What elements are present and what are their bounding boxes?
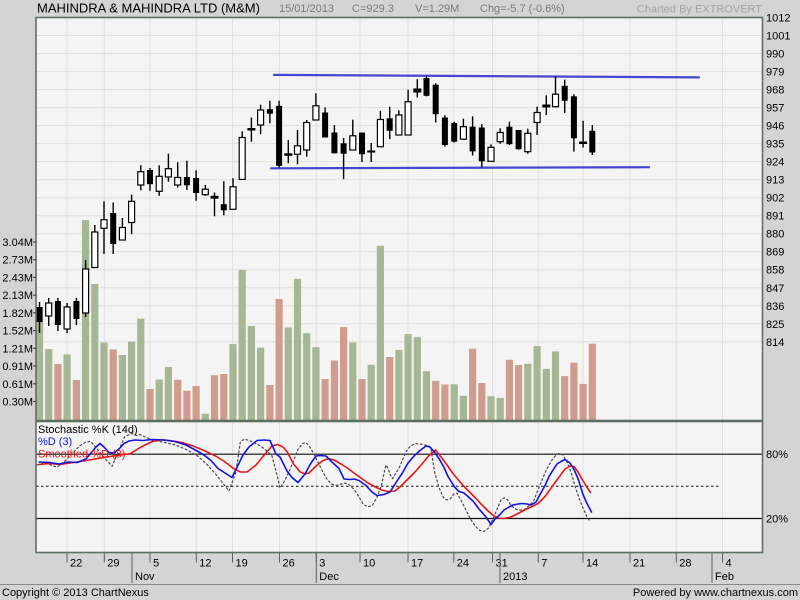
- svg-text:946: 946: [766, 121, 784, 133]
- svg-text:C=929.3: C=929.3: [352, 3, 394, 15]
- svg-text:17: 17: [411, 558, 423, 570]
- svg-text:26: 26: [283, 558, 295, 570]
- svg-text:0.91M: 0.91M: [2, 361, 33, 373]
- svg-text:31: 31: [496, 558, 508, 570]
- svg-text:0.61M: 0.61M: [2, 379, 33, 391]
- svg-text:3: 3: [319, 558, 325, 570]
- svg-text:28: 28: [679, 558, 691, 570]
- svg-text:847: 847: [766, 283, 784, 295]
- svg-text:Copyright © 2013 ChartNexus: Copyright © 2013 ChartNexus: [2, 587, 149, 599]
- svg-text:Dec: Dec: [319, 571, 339, 583]
- svg-text:836: 836: [766, 301, 784, 313]
- svg-text:913: 913: [766, 175, 784, 187]
- svg-text:924: 924: [766, 157, 784, 169]
- svg-text:10: 10: [363, 558, 375, 570]
- svg-text:902: 902: [766, 193, 784, 205]
- svg-text:7: 7: [541, 558, 547, 570]
- svg-text:891: 891: [766, 211, 784, 223]
- svg-text:2.73M: 2.73M: [2, 255, 33, 267]
- svg-text:1012: 1012: [766, 13, 790, 25]
- svg-text:1.82M: 1.82M: [2, 308, 33, 320]
- svg-text:Powered by www.chartnexus.com: Powered by www.chartnexus.com: [633, 587, 798, 599]
- svg-text:935: 935: [766, 139, 784, 151]
- svg-text:814: 814: [766, 337, 784, 349]
- svg-text:MAHINDRA & MAHINDRA LTD (M&M): MAHINDRA & MAHINDRA LTD (M&M): [37, 1, 260, 16]
- svg-text:3.04M: 3.04M: [2, 237, 33, 249]
- svg-text:%D (3): %D (3): [38, 436, 72, 448]
- svg-text:Stochastic %K (14d): Stochastic %K (14d): [38, 424, 138, 436]
- svg-text:80%: 80%: [766, 449, 788, 461]
- svg-text:825: 825: [766, 319, 784, 331]
- svg-text:0.30M: 0.30M: [2, 397, 33, 409]
- svg-text:5: 5: [153, 558, 159, 570]
- svg-text:Nov: Nov: [135, 571, 155, 583]
- svg-text:869: 869: [766, 247, 784, 259]
- svg-text:14: 14: [586, 558, 598, 570]
- svg-text:968: 968: [766, 85, 784, 97]
- svg-text:1.21M: 1.21M: [2, 343, 33, 355]
- svg-text:21: 21: [633, 558, 645, 570]
- svg-text:2.43M: 2.43M: [2, 272, 33, 284]
- svg-text:19: 19: [236, 558, 248, 570]
- svg-text:Charted By EXTROVERT: Charted By EXTROVERT: [637, 4, 762, 16]
- svg-text:Feb: Feb: [715, 571, 734, 583]
- svg-text:22: 22: [70, 558, 82, 570]
- svg-text:880: 880: [766, 229, 784, 241]
- svg-text:858: 858: [766, 265, 784, 277]
- svg-text:V=1.29M: V=1.29M: [415, 3, 459, 15]
- svg-text:1001: 1001: [766, 31, 790, 43]
- svg-text:2013: 2013: [503, 571, 527, 583]
- svg-text:2.13M: 2.13M: [2, 290, 33, 302]
- svg-text:Smoothed %D (3): Smoothed %D (3): [38, 449, 125, 461]
- svg-text:1.52M: 1.52M: [2, 326, 33, 338]
- svg-text:957: 957: [766, 103, 784, 115]
- svg-text:Chg=-5.7 (-0.6%): Chg=-5.7 (-0.6%): [480, 3, 565, 15]
- svg-text:24: 24: [457, 558, 469, 570]
- svg-text:979: 979: [766, 67, 784, 79]
- svg-text:12: 12: [199, 558, 211, 570]
- svg-text:990: 990: [766, 49, 784, 61]
- svg-text:15/01/2013: 15/01/2013: [279, 3, 334, 15]
- svg-text:4: 4: [726, 558, 732, 570]
- svg-text:20%: 20%: [766, 514, 788, 526]
- svg-text:29: 29: [107, 558, 119, 570]
